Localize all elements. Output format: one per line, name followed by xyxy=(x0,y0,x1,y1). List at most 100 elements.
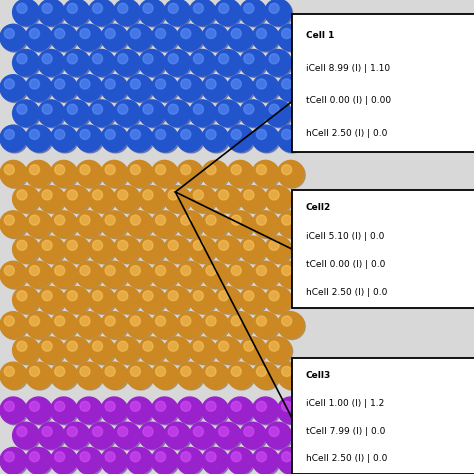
Circle shape xyxy=(80,316,90,326)
Circle shape xyxy=(118,54,128,64)
Circle shape xyxy=(27,398,53,425)
Circle shape xyxy=(244,54,254,64)
Circle shape xyxy=(252,362,279,389)
Circle shape xyxy=(277,75,304,101)
Circle shape xyxy=(244,291,254,301)
Circle shape xyxy=(203,212,229,239)
Circle shape xyxy=(13,236,39,263)
Circle shape xyxy=(191,0,217,27)
Circle shape xyxy=(101,312,128,338)
Circle shape xyxy=(164,286,191,313)
Circle shape xyxy=(38,49,64,76)
Text: iCell 1.00 (l) | 1.2: iCell 1.00 (l) | 1.2 xyxy=(306,399,384,408)
Circle shape xyxy=(115,51,141,77)
Circle shape xyxy=(279,212,305,239)
Circle shape xyxy=(29,316,39,326)
Circle shape xyxy=(29,164,39,175)
Circle shape xyxy=(178,26,204,52)
Circle shape xyxy=(203,449,229,474)
Circle shape xyxy=(203,127,229,153)
Circle shape xyxy=(39,237,66,264)
Circle shape xyxy=(252,160,279,187)
Circle shape xyxy=(39,51,66,77)
Circle shape xyxy=(203,364,229,390)
Circle shape xyxy=(4,79,14,89)
Circle shape xyxy=(203,76,229,102)
Circle shape xyxy=(140,288,166,314)
Circle shape xyxy=(265,0,292,26)
Circle shape xyxy=(105,164,115,175)
Circle shape xyxy=(202,261,228,288)
Circle shape xyxy=(239,100,266,127)
Circle shape xyxy=(55,215,65,225)
Circle shape xyxy=(269,3,279,13)
Circle shape xyxy=(206,366,216,376)
Circle shape xyxy=(227,75,254,101)
Circle shape xyxy=(266,338,292,365)
Circle shape xyxy=(227,24,254,51)
Circle shape xyxy=(189,49,216,76)
Circle shape xyxy=(14,0,40,27)
Circle shape xyxy=(67,240,77,250)
Circle shape xyxy=(178,162,204,188)
Circle shape xyxy=(92,104,102,114)
Circle shape xyxy=(151,125,178,152)
Circle shape xyxy=(90,288,116,314)
Circle shape xyxy=(102,263,129,289)
Circle shape xyxy=(231,129,241,139)
Circle shape xyxy=(50,211,77,237)
Circle shape xyxy=(113,422,140,449)
Circle shape xyxy=(214,422,241,449)
Circle shape xyxy=(118,190,128,200)
Circle shape xyxy=(231,265,241,275)
Circle shape xyxy=(92,190,102,200)
Circle shape xyxy=(38,186,64,212)
Circle shape xyxy=(181,401,191,411)
Circle shape xyxy=(139,422,165,449)
Circle shape xyxy=(92,341,102,351)
Circle shape xyxy=(191,338,217,365)
Circle shape xyxy=(216,424,242,450)
Circle shape xyxy=(219,54,228,64)
Circle shape xyxy=(239,337,266,364)
Circle shape xyxy=(279,26,305,52)
Circle shape xyxy=(4,401,14,411)
Circle shape xyxy=(254,162,280,188)
Circle shape xyxy=(282,164,292,175)
Circle shape xyxy=(191,51,217,77)
Circle shape xyxy=(228,76,255,102)
Circle shape xyxy=(168,341,178,351)
Circle shape xyxy=(76,75,102,101)
Circle shape xyxy=(130,316,140,326)
Circle shape xyxy=(231,215,241,225)
Circle shape xyxy=(151,211,178,237)
Circle shape xyxy=(282,366,292,376)
Circle shape xyxy=(105,316,115,326)
Circle shape xyxy=(151,362,178,389)
Circle shape xyxy=(277,447,304,474)
Circle shape xyxy=(181,316,191,326)
Circle shape xyxy=(0,24,27,51)
Circle shape xyxy=(29,452,39,462)
Circle shape xyxy=(176,75,203,101)
Circle shape xyxy=(67,54,77,64)
Circle shape xyxy=(143,3,153,13)
Circle shape xyxy=(39,0,66,27)
Circle shape xyxy=(25,211,52,237)
Circle shape xyxy=(266,288,292,314)
Circle shape xyxy=(118,3,128,13)
Text: tCell 0.00 (l) | 0.00: tCell 0.00 (l) | 0.00 xyxy=(306,96,391,105)
Circle shape xyxy=(254,313,280,339)
Circle shape xyxy=(55,164,65,175)
Circle shape xyxy=(128,263,154,289)
Circle shape xyxy=(118,427,128,437)
Circle shape xyxy=(153,364,179,390)
Circle shape xyxy=(279,449,305,474)
Circle shape xyxy=(130,215,140,225)
Circle shape xyxy=(80,129,90,139)
Circle shape xyxy=(1,313,28,339)
Circle shape xyxy=(143,240,153,250)
Text: hCell 2.50 (l) | 0.0: hCell 2.50 (l) | 0.0 xyxy=(306,454,387,463)
Circle shape xyxy=(0,125,27,152)
Circle shape xyxy=(76,312,102,338)
